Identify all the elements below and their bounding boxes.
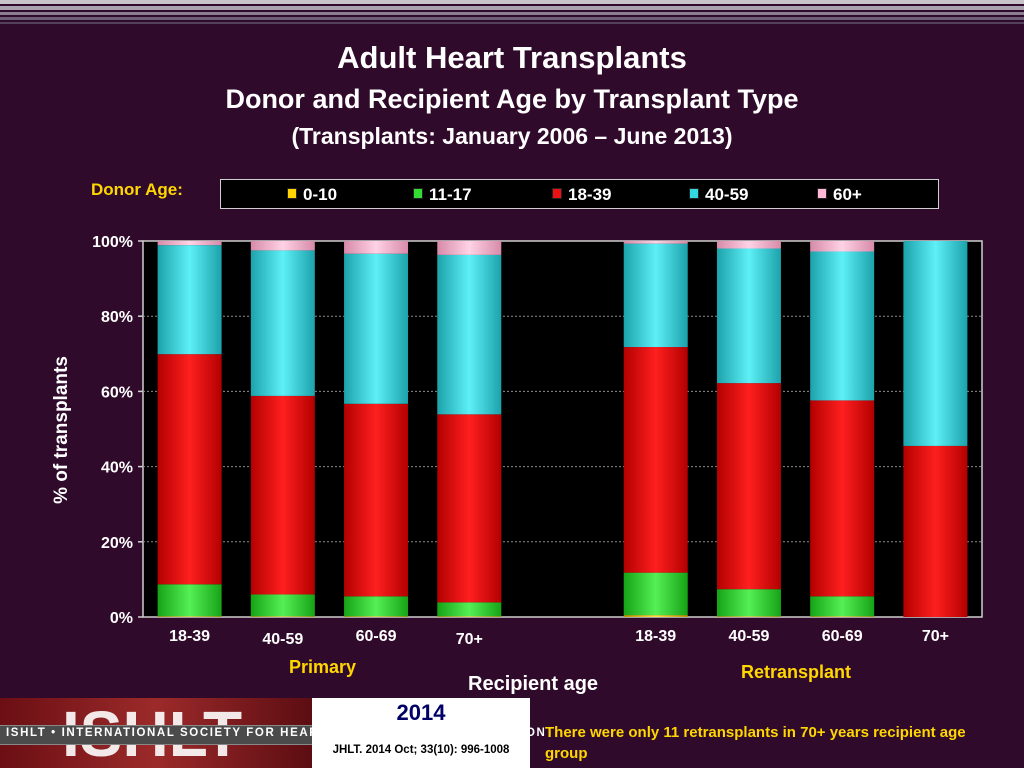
bar-segment — [344, 596, 409, 617]
legend-swatch-0-10 — [287, 188, 297, 199]
bar-segment — [250, 616, 315, 617]
bars — [157, 241, 968, 617]
x-tick-label: 40-59 — [728, 628, 769, 645]
bar-segment — [344, 253, 409, 404]
y-axis-title: % of transplants — [51, 356, 72, 504]
footer-year: 2014 — [396, 700, 446, 725]
bar-segment — [250, 395, 315, 595]
bar-segment — [157, 584, 222, 617]
legend-swatch-60plus — [817, 188, 827, 199]
bar-stack — [437, 241, 502, 617]
bar-segment — [250, 594, 315, 617]
bar-segment — [623, 615, 688, 617]
bar-segment — [157, 241, 222, 246]
bar-segment — [716, 589, 781, 617]
bar-stack — [903, 241, 968, 617]
x-tick-label: 70+ — [922, 628, 949, 645]
bar-segment — [250, 241, 315, 251]
group-label-primary: Primary — [289, 657, 357, 677]
slide-subtitle: Donor and Recipient Age by Transplant Ty… — [225, 84, 799, 114]
bar-segment — [716, 383, 781, 590]
y-tick-label: 100% — [92, 234, 133, 251]
bar-segment — [437, 616, 502, 617]
footer-citation: JHLT. 2014 Oct; 33(10): 996-1008 — [332, 744, 510, 756]
y-tick-label: 40% — [101, 460, 133, 477]
group-label-retransplant: Retransplant — [741, 662, 852, 682]
bar-segment — [437, 602, 502, 617]
legend-swatch-18-39 — [552, 188, 562, 199]
legend-item-60plus: 60+ — [817, 185, 862, 205]
bar-segment — [437, 414, 502, 603]
legend: 0-10 11-17 18-39 40-59 60+ — [220, 179, 939, 209]
bar-segment — [623, 347, 688, 573]
x-axis-title: Recipient age — [468, 673, 599, 695]
footnote: There were only 11 retransplants in 70+ … — [545, 724, 966, 762]
bar-segment — [716, 248, 781, 384]
bar-stack — [250, 241, 315, 617]
bar-segment — [437, 254, 502, 415]
bar-segment — [344, 403, 409, 597]
legend-item-40-59: 40-59 — [689, 185, 748, 205]
bar-segment — [623, 572, 688, 616]
bar-stack — [344, 241, 409, 617]
bar-segment — [716, 616, 781, 617]
x-axis-ticks: 18-39 40-59 60-69 70+ 18-39 40-59 60-69 70+ — [169, 628, 949, 648]
bar-stack — [810, 241, 875, 617]
bar-stack — [623, 241, 688, 617]
x-tick-label: 40-59 — [262, 631, 303, 648]
legend-label-18-39: 18-39 — [568, 185, 612, 204]
bar-segment — [623, 241, 688, 244]
y-tick-label: 20% — [101, 535, 133, 552]
x-tick-label: 70+ — [456, 631, 483, 648]
slide-period: (Transplants: January 2006 – June 2013) — [291, 123, 733, 149]
bar-segment — [810, 616, 875, 617]
y-axis-ticks: 0% 20% 40% 60% 80% 100% — [92, 234, 143, 627]
bar-stack — [157, 241, 222, 617]
footer-citation-box — [312, 698, 530, 768]
bar-segment — [157, 354, 222, 585]
y-tick-label: 60% — [101, 384, 133, 401]
legend-label-40-59: 40-59 — [705, 185, 749, 204]
legend-label: Donor Age: — [91, 180, 183, 199]
y-tick-label: 0% — [110, 610, 133, 627]
bar-segment — [903, 241, 968, 446]
x-tick-label: 18-39 — [635, 628, 676, 645]
legend-item-0-10: 0-10 — [287, 185, 337, 205]
legend-swatch-11-17 — [413, 188, 423, 199]
bar-segment — [623, 243, 688, 348]
bar-segment — [810, 241, 875, 252]
bar-segment — [157, 245, 222, 355]
bar-segment — [344, 241, 409, 254]
bar-segment — [157, 616, 222, 617]
bar-segment — [716, 241, 781, 249]
bar-segment — [810, 400, 875, 597]
top-stripes — [0, 0, 1024, 24]
legend-label-0-10: 0-10 — [303, 185, 338, 204]
bar-stack — [716, 241, 781, 617]
bar-segment — [344, 616, 409, 617]
bar-segment — [437, 241, 502, 255]
legend-swatch-40-59 — [689, 188, 699, 199]
legend-item-11-17: 11-17 — [413, 185, 472, 205]
bar-segment — [810, 596, 875, 617]
slide-title: Adult Heart Transplants — [337, 40, 687, 75]
legend-label-11-17: 11-17 — [429, 185, 472, 204]
bar-segment — [810, 251, 875, 401]
y-tick-label: 80% — [101, 309, 133, 326]
legend-label-60plus: 60+ — [833, 185, 862, 204]
bar-segment — [250, 250, 315, 396]
x-tick-label: 60-69 — [356, 628, 397, 645]
x-tick-label: 18-39 — [169, 628, 210, 645]
legend-item-18-39: 18-39 — [552, 185, 611, 205]
x-tick-label: 60-69 — [822, 628, 863, 645]
bar-segment — [903, 445, 968, 617]
